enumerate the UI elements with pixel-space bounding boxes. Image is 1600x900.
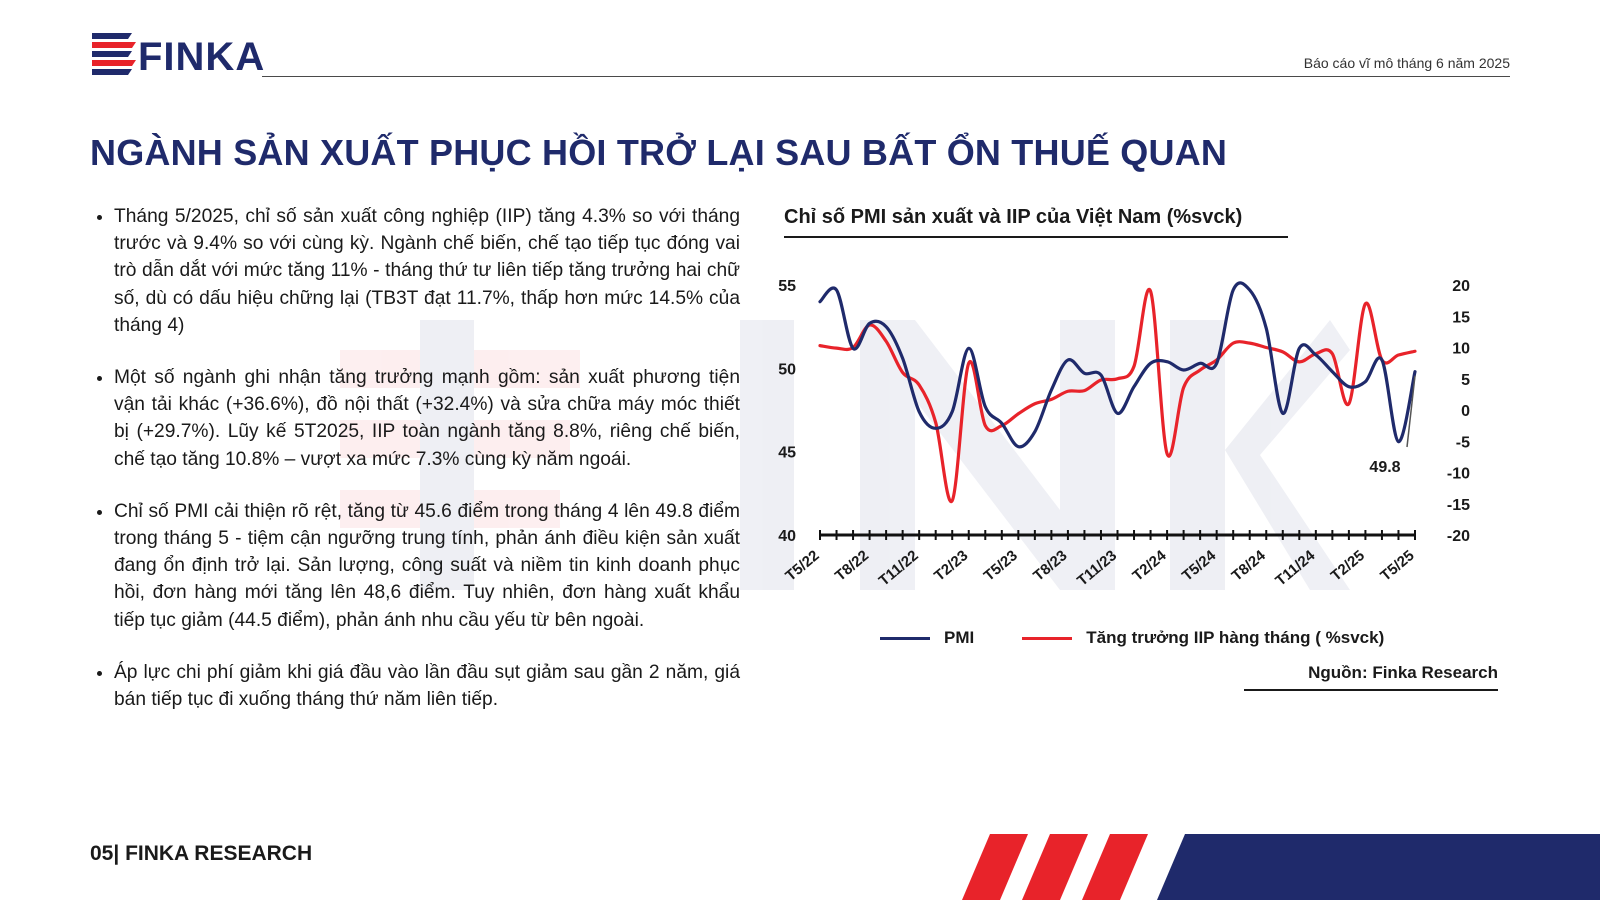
finka-logo-wordmark: FINKA	[138, 35, 266, 79]
x-tick-label: T8/23	[1030, 547, 1070, 585]
bullet-item: Tháng 5/2025, chỉ số sản xuất công nghiệ…	[114, 203, 740, 339]
finka-watermark	[340, 320, 1350, 590]
report-title: Báo cáo vĩ mô tháng 6 năm 2025	[1303, 55, 1510, 71]
chart-title-underline	[784, 236, 1288, 238]
chart-source: Nguồn: Finka Research	[1308, 663, 1498, 682]
bullet-item: Chỉ số PMI cải thiện rõ rệt, tăng từ 45.…	[114, 498, 740, 634]
x-tick-label: T2/24	[1129, 547, 1170, 585]
y-right-tick-label: 5	[1461, 372, 1470, 389]
bullet-item: Một số ngành ghi nhận tăng trưởng mạnh g…	[114, 364, 740, 473]
footer-stripes-decoration	[962, 834, 1600, 900]
x-tick-label: T5/24	[1179, 547, 1220, 585]
x-tick-label: T2/25	[1328, 547, 1368, 585]
x-tick-label: T2/23	[931, 547, 971, 585]
x-tick-label: T8/24	[1229, 547, 1270, 585]
legend-swatch-pmi	[880, 636, 930, 640]
y-left-tick-label: 50	[778, 361, 796, 378]
footer-page-label: 05| FINKA RESEARCH	[90, 842, 313, 865]
x-tick-label: T5/22	[782, 547, 822, 585]
chart-legend: PMI Tăng trưởng IIP hàng tháng ( %svck)	[880, 628, 1432, 648]
x-tick-label: T8/22	[832, 547, 872, 585]
y-right-tick-label: 0	[1461, 403, 1470, 420]
pmi-series-line	[818, 281, 1417, 449]
annotation-leader-line	[1406, 375, 1416, 448]
header-divider	[262, 76, 1510, 77]
legend-label-iip: Tăng trưởng IIP hàng tháng ( %svck)	[1086, 628, 1385, 647]
y-right-tick-label: -5	[1456, 434, 1470, 451]
bullet-list: Tháng 5/2025, chỉ số sản xuất công nghiệ…	[92, 203, 740, 738]
x-tick-label: T11/23	[1074, 547, 1120, 590]
chart-source-underline	[1244, 689, 1498, 691]
legend-item-pmi: PMI	[880, 628, 974, 648]
chart-title: Chỉ số PMI sản xuất và IIP của Việt Nam …	[784, 206, 1243, 228]
x-tick-label: T5/23	[981, 547, 1021, 585]
y-right-tick-label: -10	[1447, 466, 1470, 483]
x-tick-label: T11/22	[876, 547, 922, 590]
x-tick-label: T11/24	[1272, 547, 1319, 590]
legend-label-pmi: PMI	[944, 628, 975, 647]
finka-logo-mark-icon	[92, 33, 136, 75]
legend-item-iip: Tăng trưởng IIP hàng tháng ( %svck)	[1022, 628, 1384, 648]
y-right-tick-label: 20	[1452, 278, 1470, 295]
y-right-tick-label: -15	[1447, 497, 1470, 514]
y-right-tick-label: 10	[1452, 341, 1470, 358]
y-left-tick-label: 55	[778, 278, 796, 295]
y-right-tick-label: 15	[1452, 309, 1470, 326]
y-left-tick-label: 40	[778, 528, 796, 545]
annotation-label: 49.8	[1369, 459, 1400, 476]
y-right-tick-label: -20	[1447, 528, 1470, 545]
bullet-item: Áp lực chi phí giảm khi giá đầu vào lần …	[114, 659, 740, 713]
page-heading: NGÀNH SẢN XUẤT PHỤC HỒI TRỞ LẠI SAU BẤT …	[90, 132, 1228, 173]
iip-series-line	[818, 287, 1417, 504]
legend-swatch-iip	[1022, 636, 1073, 640]
y-left-tick-label: 45	[778, 445, 796, 462]
x-tick-label: T5/25	[1377, 547, 1417, 585]
